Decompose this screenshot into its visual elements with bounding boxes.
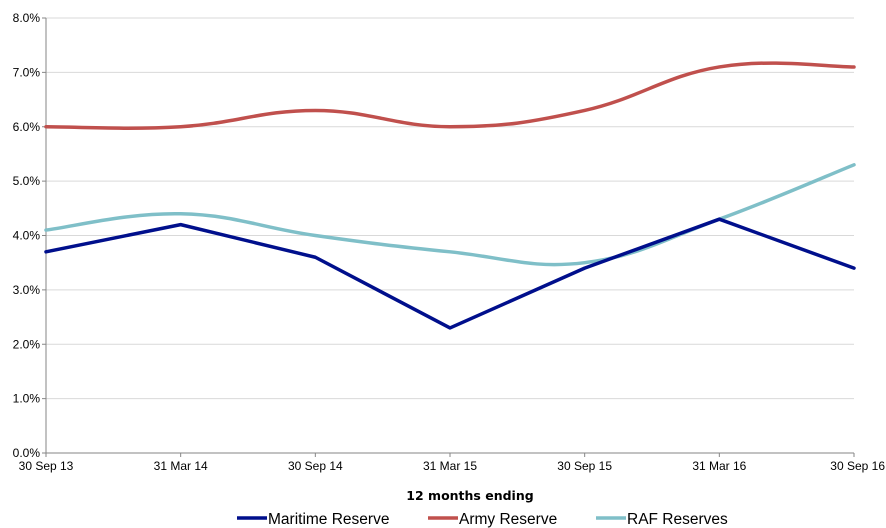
series-line-maritime-reserve [44,217,856,330]
y-tick-label: 3.0% [13,283,41,297]
series-line-raf-reserves [44,163,856,267]
y-tick-label: 8.0% [13,11,41,25]
y-tick-label: 7.0% [13,65,41,79]
legend-label-army-reserve: Army Reserve [459,511,557,528]
y-tick-label: 2.0% [13,337,41,351]
x-tick-label: 30 Sep 13 [19,459,74,473]
legend-label-raf-reserves: RAF Reserves [627,511,728,528]
x-tick-label: 30 Sep 16 [830,459,885,473]
legend: Maritime Reserve Army Reserve RAF Reserves [237,511,728,528]
series-lines [44,61,856,330]
y-tick-label: 6.0% [13,120,41,134]
x-axis-ticks: 30 Sep 13 31 Mar 14 30 Sep 14 31 Mar 15 30 S… [19,459,886,473]
gridlines [46,17,854,400]
legend-label-maritime-reserve: Maritime Reserve [268,511,389,528]
x-tick-label: 31 Mar 16 [692,459,746,473]
x-tick-label: 30 Sep 14 [288,459,343,473]
y-tick-label: 1.0% [13,392,41,406]
x-tick-label: 30 Sep 15 [557,459,612,473]
x-tick-label: 31 Mar 15 [423,459,477,473]
y-tick-label: 4.0% [13,229,41,243]
y-tick-label: 0.0% [13,446,41,460]
x-axis-title: 12 months ending [406,488,533,503]
y-tick-label: 5.0% [13,174,41,188]
x-tick-label: 31 Mar 14 [154,459,208,473]
series-line-army-reserve [44,61,856,130]
y-axis-ticks: 0.0% 1.0% 2.0% 3.0% 4.0% 5.0% 6.0% 7.0% 8.0% [13,11,41,460]
axes [42,17,855,457]
